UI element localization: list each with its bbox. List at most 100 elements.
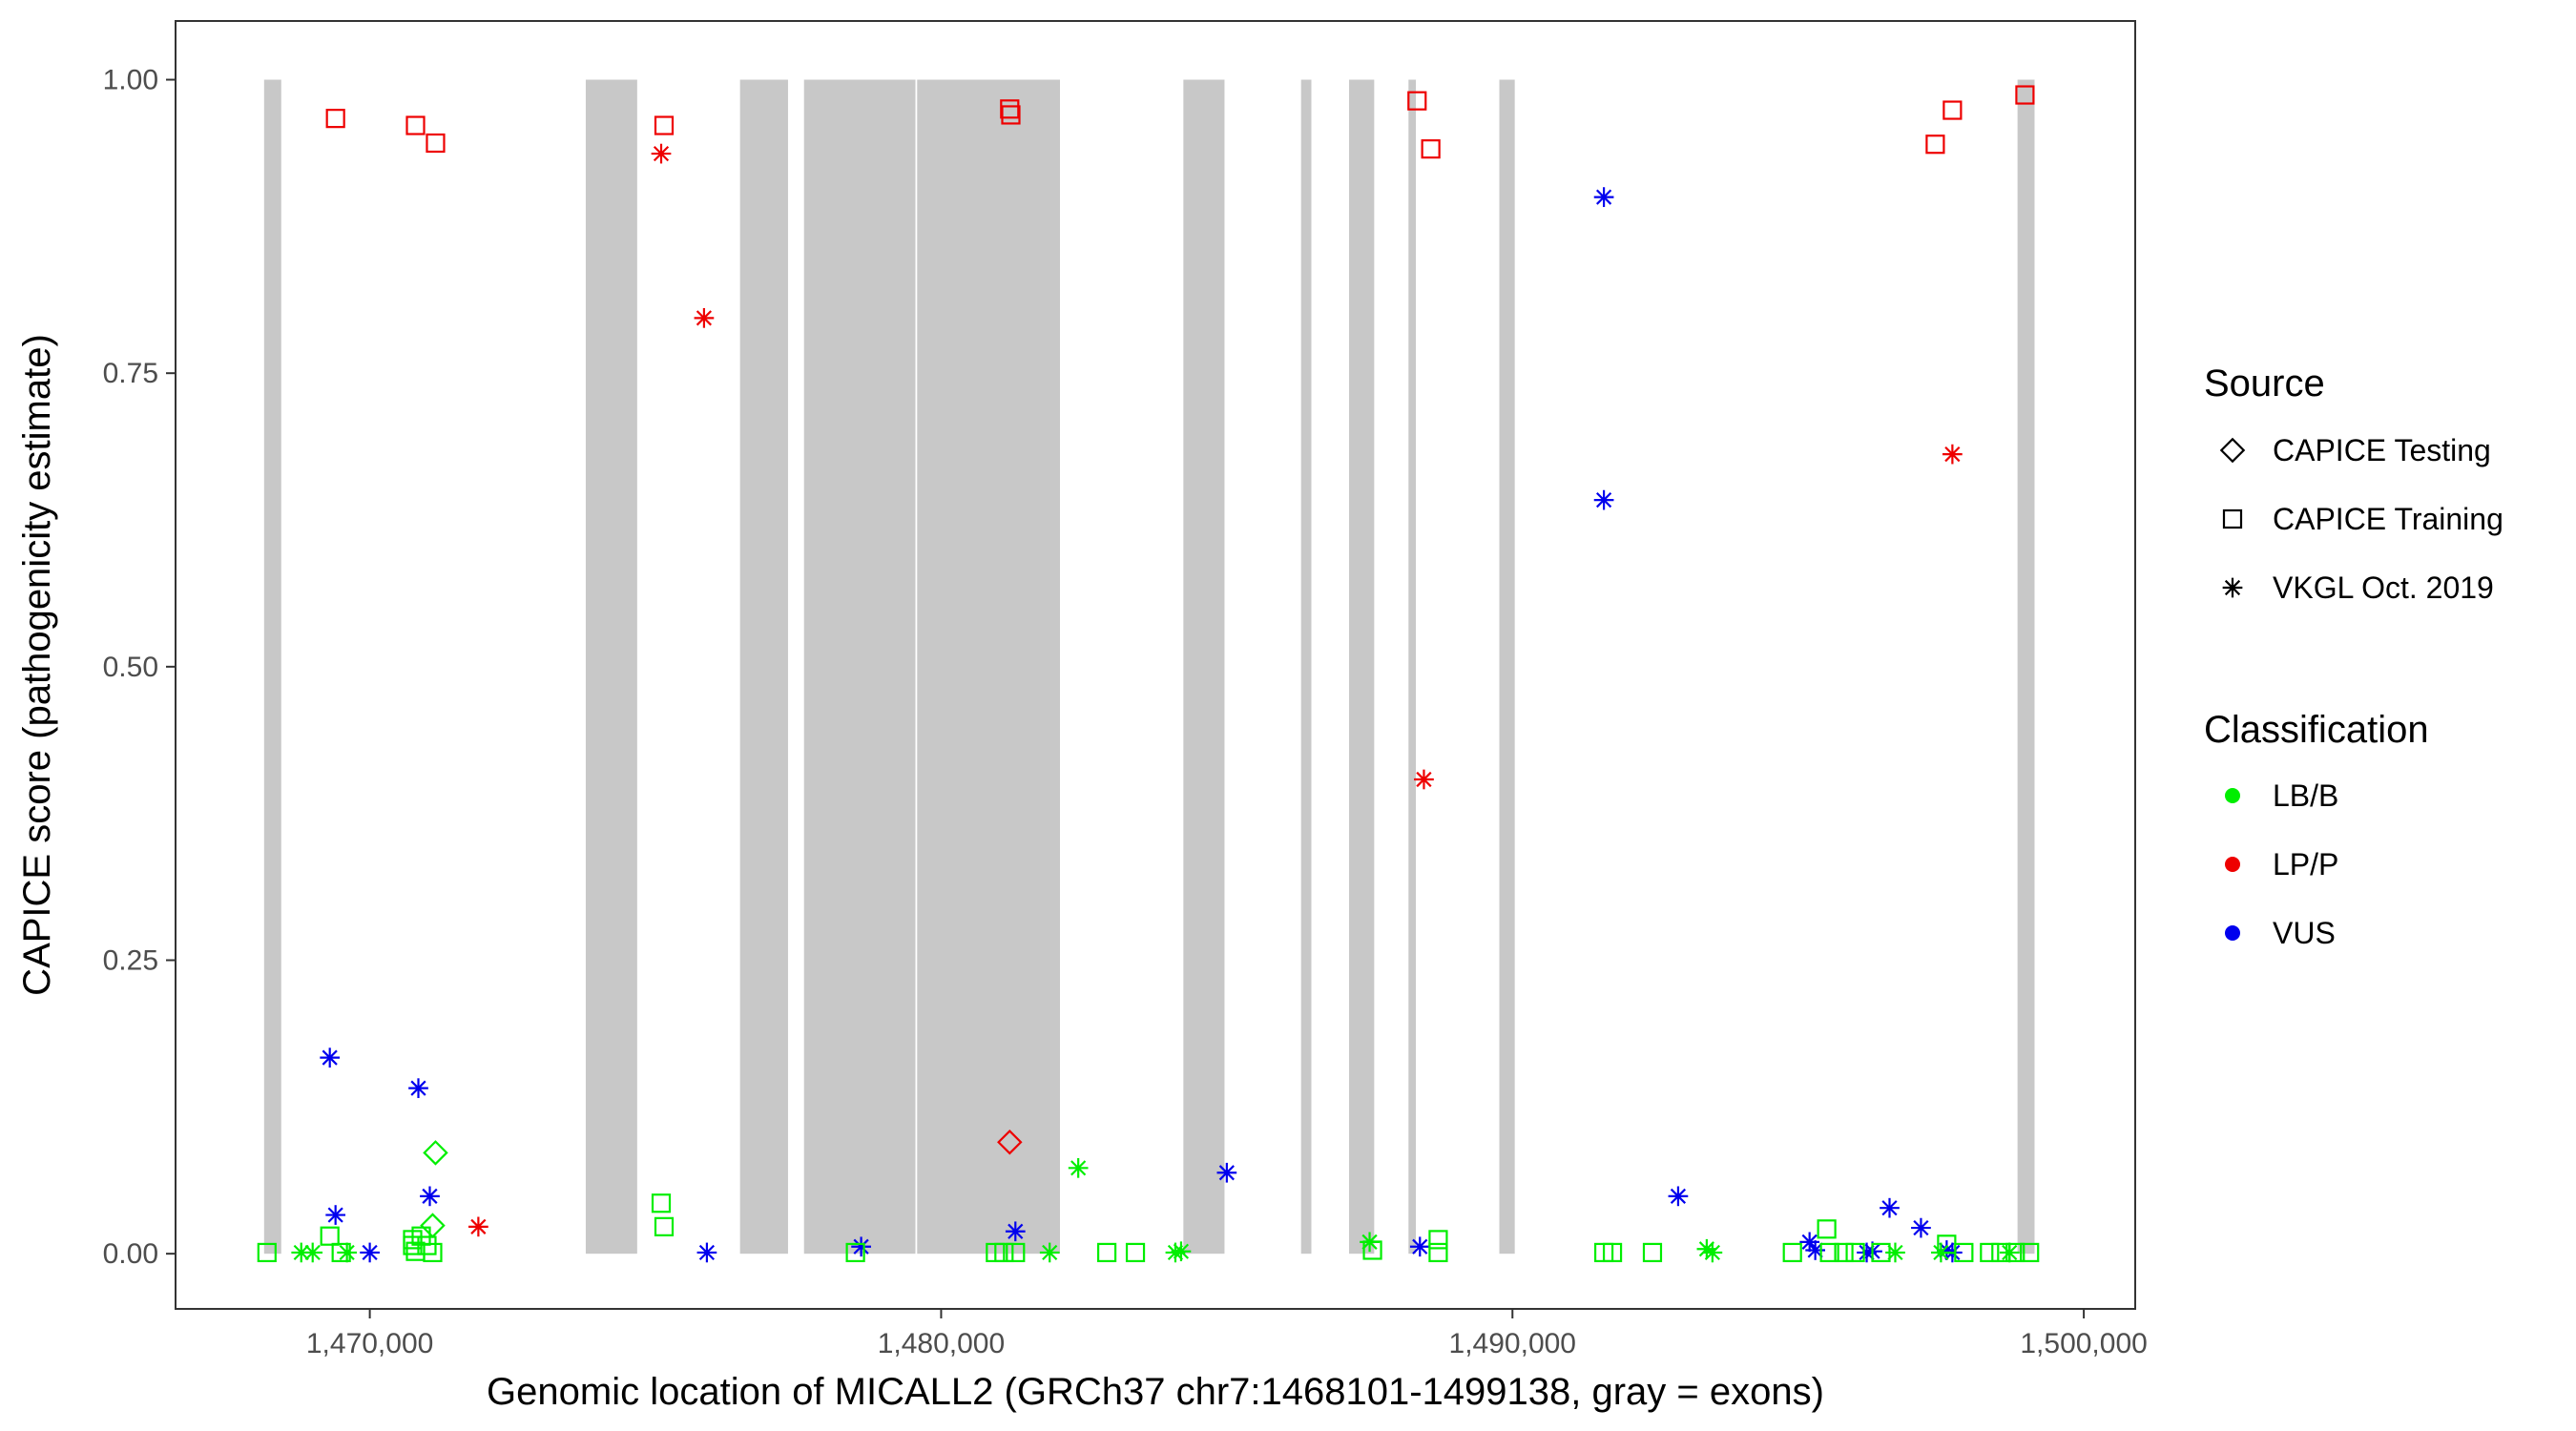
data-point	[1000, 99, 1020, 119]
data-point	[851, 1236, 871, 1257]
exon-bar-11	[2017, 79, 2035, 1255]
data-point	[1039, 1242, 1060, 1263]
data-point	[2020, 1242, 2040, 1263]
data-point	[1991, 1242, 2011, 1263]
y-axis-title: CAPICE score (pathogenicity estimate)	[16, 334, 58, 996]
data-point	[331, 1242, 351, 1263]
exon-bar-9	[1408, 79, 1417, 1255]
exon-bar-2	[585, 79, 637, 1255]
data-point	[1001, 105, 1021, 125]
x-tick-label: 1,490,000	[1449, 1328, 1576, 1359]
data-point	[1980, 1242, 2000, 1263]
data-point	[994, 1242, 1014, 1263]
data-point	[2005, 1242, 2025, 1263]
legend-title: Classification	[2204, 709, 2429, 751]
data-point	[1414, 769, 1434, 790]
data-point	[651, 1193, 672, 1213]
data-point	[654, 1216, 675, 1236]
data-point	[420, 1186, 440, 1207]
axis-layer: 1,470,000 1,480,000 1,490,000 1,500,000 0.00…	[103, 65, 2148, 1359]
data-point	[1593, 187, 1614, 207]
data-point	[1407, 91, 1427, 111]
legend-key-dot	[2225, 857, 2240, 872]
data-point	[845, 1242, 865, 1263]
data-point	[1362, 1240, 1382, 1260]
legend-label: VKGL Oct. 2019	[2273, 570, 2494, 605]
data-point	[403, 1235, 423, 1255]
data-point	[423, 1242, 443, 1263]
data-point	[1696, 1238, 1717, 1259]
data-point	[1885, 1242, 1905, 1263]
data-point	[1942, 100, 1963, 120]
data-point	[997, 1129, 1023, 1155]
data-point	[1428, 1230, 1448, 1250]
y-tick-label: 0.75	[103, 358, 158, 389]
data-point	[320, 1047, 341, 1068]
legend: Source CAPICE Testing CAPICE Training VKGL …	[2204, 363, 2503, 950]
data-point	[2015, 85, 2035, 105]
data-point	[1421, 139, 1441, 159]
legend-label: LP/P	[2273, 847, 2338, 881]
data-point	[325, 109, 345, 129]
data-point	[1782, 1242, 1802, 1263]
data-point	[651, 143, 672, 164]
data-point	[1834, 1242, 1854, 1263]
y-tick-label: 0.25	[103, 945, 158, 977]
data-point	[1642, 1242, 1663, 1263]
legend-label: CAPICE Training	[2273, 502, 2503, 536]
legend-key-dot	[2225, 788, 2240, 803]
data-point	[468, 1216, 488, 1237]
exon-bar-7	[1300, 79, 1312, 1255]
data-point	[405, 115, 426, 135]
x-axis-title: Genomic location of MICALL2 (GRCh37 chr7…	[487, 1371, 1824, 1413]
data-point	[325, 1205, 346, 1225]
data-point	[417, 1235, 437, 1255]
data-point	[696, 1242, 717, 1263]
data-point	[337, 1242, 358, 1263]
data-point	[1006, 1242, 1026, 1263]
y-tick-label: 0.00	[103, 1238, 158, 1270]
point-layer	[257, 85, 2040, 1263]
legend-title: Source	[2204, 363, 2325, 404]
legend-key-diamond	[2219, 437, 2246, 464]
data-point	[1925, 135, 1945, 155]
data-point	[302, 1242, 323, 1263]
data-point	[1171, 1241, 1192, 1262]
data-point	[1845, 1242, 1865, 1263]
legend-key-square	[2222, 508, 2243, 529]
data-point	[1409, 1236, 1430, 1257]
data-point	[654, 115, 675, 135]
data-point	[257, 1242, 277, 1263]
data-point	[423, 1140, 448, 1166]
data-point	[1602, 1242, 1623, 1263]
data-point	[1428, 1242, 1448, 1263]
x-tick-label: 1,470,000	[306, 1328, 433, 1359]
data-point	[426, 133, 446, 154]
legend-key-asterisk	[2222, 577, 2243, 598]
data-point	[408, 1078, 428, 1098]
data-point	[360, 1242, 380, 1263]
exon-bar-10	[1499, 79, 1515, 1255]
data-point	[1005, 1221, 1026, 1242]
x-tick-label: 1,480,000	[878, 1328, 1005, 1359]
exon-bar-8	[1349, 79, 1375, 1255]
data-point	[1880, 1197, 1900, 1218]
legend-label: CAPICE Testing	[2273, 433, 2491, 467]
exon-bar-6	[1183, 79, 1225, 1255]
data-point	[1593, 489, 1614, 510]
data-point	[320, 1226, 340, 1246]
exon-bar-3	[739, 79, 788, 1255]
exon-bar-1	[263, 79, 281, 1255]
data-point	[1954, 1242, 1974, 1263]
data-point	[1819, 1242, 1839, 1263]
data-point	[1702, 1242, 1723, 1263]
exon-bar-4	[803, 79, 916, 1255]
x-tick-label: 1,500,000	[2020, 1328, 2147, 1359]
legend-key-dot	[2225, 925, 2240, 941]
panel-border	[175, 20, 2136, 1310]
data-point	[1668, 1186, 1689, 1207]
data-point	[1817, 1219, 1837, 1239]
exon-layer	[263, 79, 2035, 1255]
data-point	[694, 307, 715, 328]
